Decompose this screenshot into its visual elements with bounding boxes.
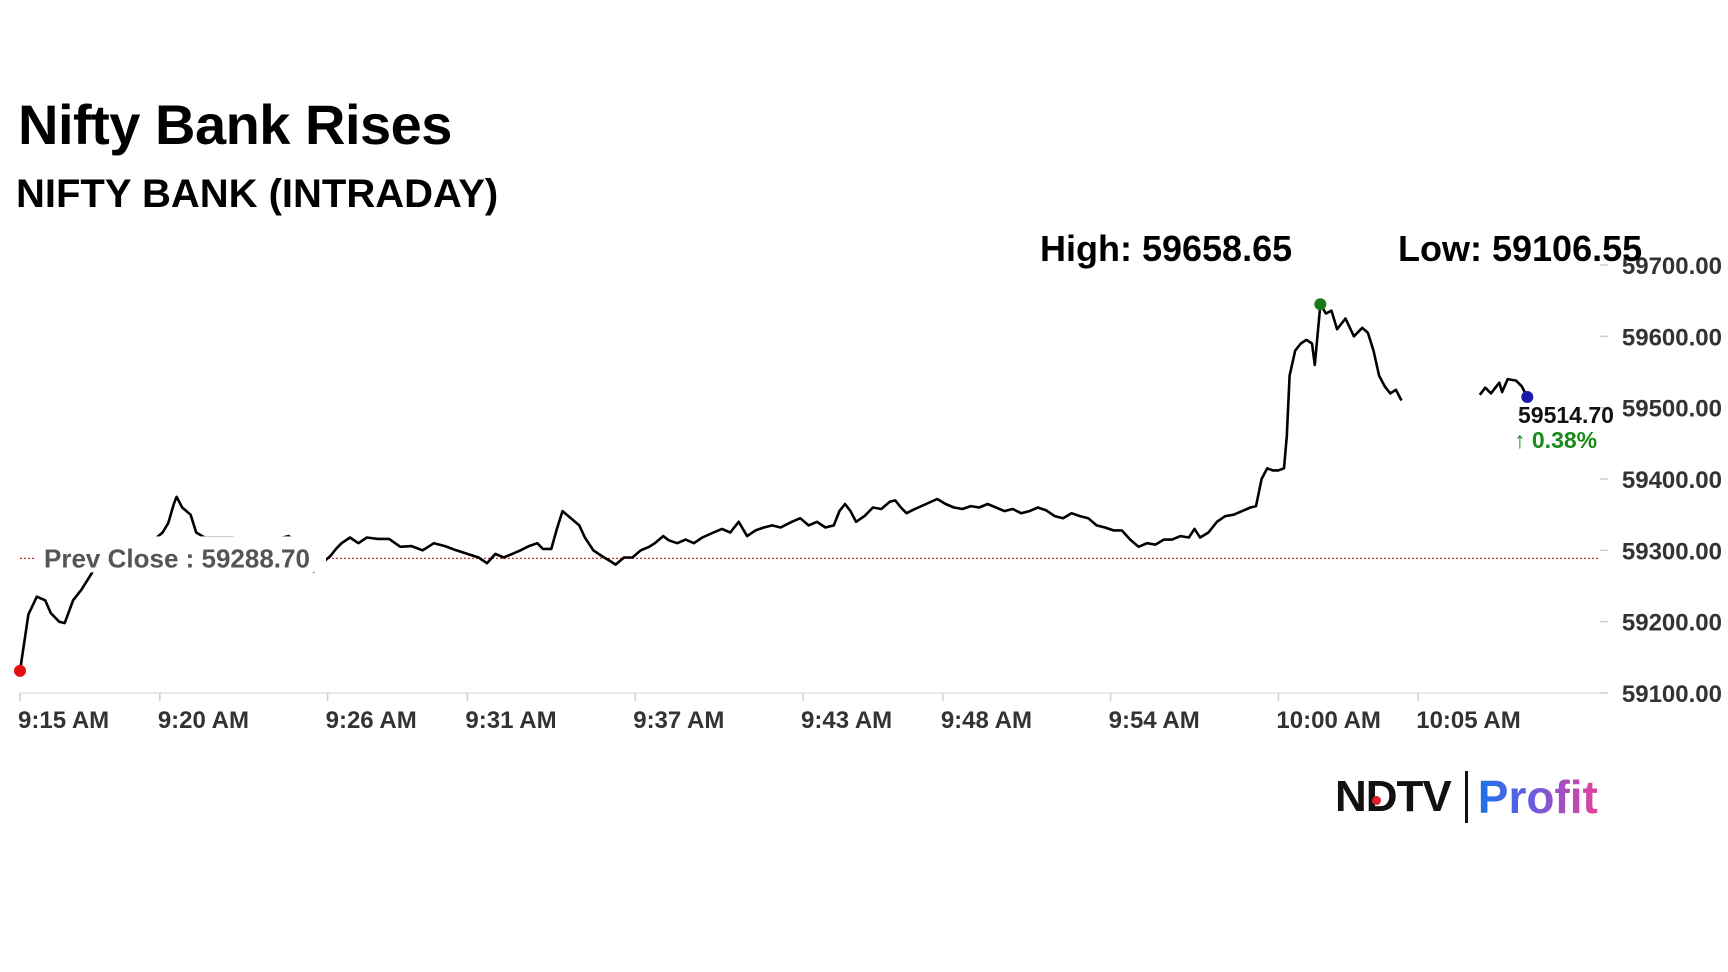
chart-subtitle: NIFTY BANK (INTRADAY) <box>16 172 499 216</box>
x-tick-label: 9:31 AM <box>465 707 556 734</box>
chart-title: Nifty Bank Rises <box>18 93 452 156</box>
prev-close-label: Prev Close : 59288.70 <box>44 543 310 573</box>
low-value: 59106.55 <box>1491 228 1643 269</box>
x-tick-label: 9:20 AM <box>158 707 249 734</box>
change-percent-label: ↑ 0.38% <box>1514 427 1597 453</box>
y-tick-label: 59200.00 <box>1622 610 1722 637</box>
x-tick-label: 9:37 AM <box>633 707 724 734</box>
y-tick-label: 59300.00 <box>1622 538 1722 565</box>
x-tick-label: 9:43 AM <box>801 707 892 734</box>
open-marker <box>14 664 26 677</box>
logo-profit-text: Profit <box>1477 771 1598 823</box>
high-marker <box>1314 298 1327 311</box>
x-tick-label: 9:26 AM <box>326 707 417 734</box>
high-stat: High: 59658.65 <box>1040 228 1292 270</box>
y-tick-label: 59700.00 <box>1622 253 1722 280</box>
y-tick-label: 59500.00 <box>1622 396 1722 423</box>
x-tick-label: 9:48 AM <box>941 707 1032 734</box>
logo-divider <box>1464 771 1468 823</box>
x-tick-label: 9:15 AM <box>18 707 109 734</box>
price-line-tail <box>1478 377 1529 398</box>
tick-label-layer: 9:15 AM 9:20 AM 9:26 AM 9:31 AM 9:37 AM 9:43 … <box>18 253 1722 734</box>
x-tick-label: 9:54 AM <box>1109 707 1200 734</box>
last-price-marker <box>1521 390 1534 403</box>
price-line-layer <box>18 302 1529 672</box>
high-value: 59658.65 <box>1141 228 1293 269</box>
marker-layer: Prev Close : 59288.70 59514.70↑ 0.38% <box>14 298 1614 677</box>
y-tick-label: 59600.00 <box>1622 324 1722 351</box>
logo-red-dot <box>1372 796 1381 805</box>
x-tick-label: 10:05 AM <box>1416 707 1520 734</box>
low-label: Low: <box>1398 228 1482 269</box>
last-value-label: 59514.70 <box>1518 402 1614 428</box>
y-tick-label: 59400.00 <box>1622 467 1722 494</box>
logo-ndtv-text: NDTV <box>1335 772 1452 821</box>
high-label: High: <box>1040 228 1132 269</box>
low-stat: Low: 59106.55 <box>1398 228 1642 270</box>
x-tick-label: 10:00 AM <box>1276 707 1380 734</box>
price-line <box>18 302 1403 672</box>
ndtv-profit-logo: NDTV Profit <box>1335 771 1598 823</box>
y-tick-label: 59100.00 <box>1622 681 1722 708</box>
chart-axes <box>19 264 1608 701</box>
prev-close-label-bg <box>36 536 326 573</box>
